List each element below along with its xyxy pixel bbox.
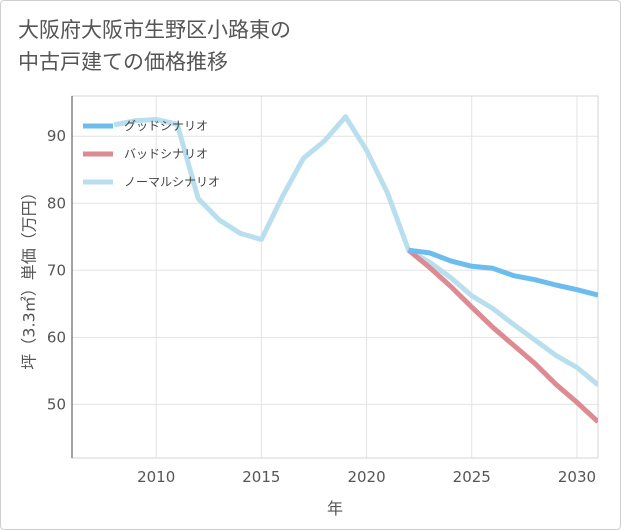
y-tick-label: 70 <box>47 261 66 279</box>
x-tick-label: 2010 <box>137 468 175 486</box>
y-tick-label: 80 <box>47 194 66 212</box>
x-tick-labels: 2010 2015 2020 2025 2030 <box>137 468 596 486</box>
x-tick-label: 2020 <box>347 468 385 486</box>
chart-title-line1: 大阪府大阪市生野区小路東の <box>18 18 291 42</box>
series-line-0 <box>408 247 598 298</box>
y-tick-labels: 50 60 70 80 90 <box>47 127 66 413</box>
chart-title: 大阪府大阪市生野区小路東の 中古戸建ての価格推移 <box>18 14 418 78</box>
series-line-1 <box>407 248 598 424</box>
x-tick-label: 2030 <box>558 468 596 486</box>
legend-label-1: バッドシナリオ <box>124 147 208 161</box>
series-line-2 <box>113 114 598 387</box>
y-tick-label: 90 <box>47 127 66 145</box>
plot-border <box>71 95 599 459</box>
y-tick-label: 60 <box>47 328 66 346</box>
legend-label-2: ノーマルシナリオ <box>124 175 220 189</box>
y-axis-label: 坪（3.3㎡）単価（万円） <box>20 184 39 369</box>
x-tick-label: 2025 <box>453 468 491 486</box>
y-tick-label: 50 <box>47 395 66 413</box>
grid-lines <box>72 96 598 458</box>
x-tick-label: 2015 <box>242 468 280 486</box>
series-lines <box>113 114 598 424</box>
x-axis-label: 年 <box>327 499 343 518</box>
legend-label-0: グッドシナリオ <box>124 119 208 133</box>
chart-title-line2: 中古戸建ての価格推移 <box>18 50 228 74</box>
